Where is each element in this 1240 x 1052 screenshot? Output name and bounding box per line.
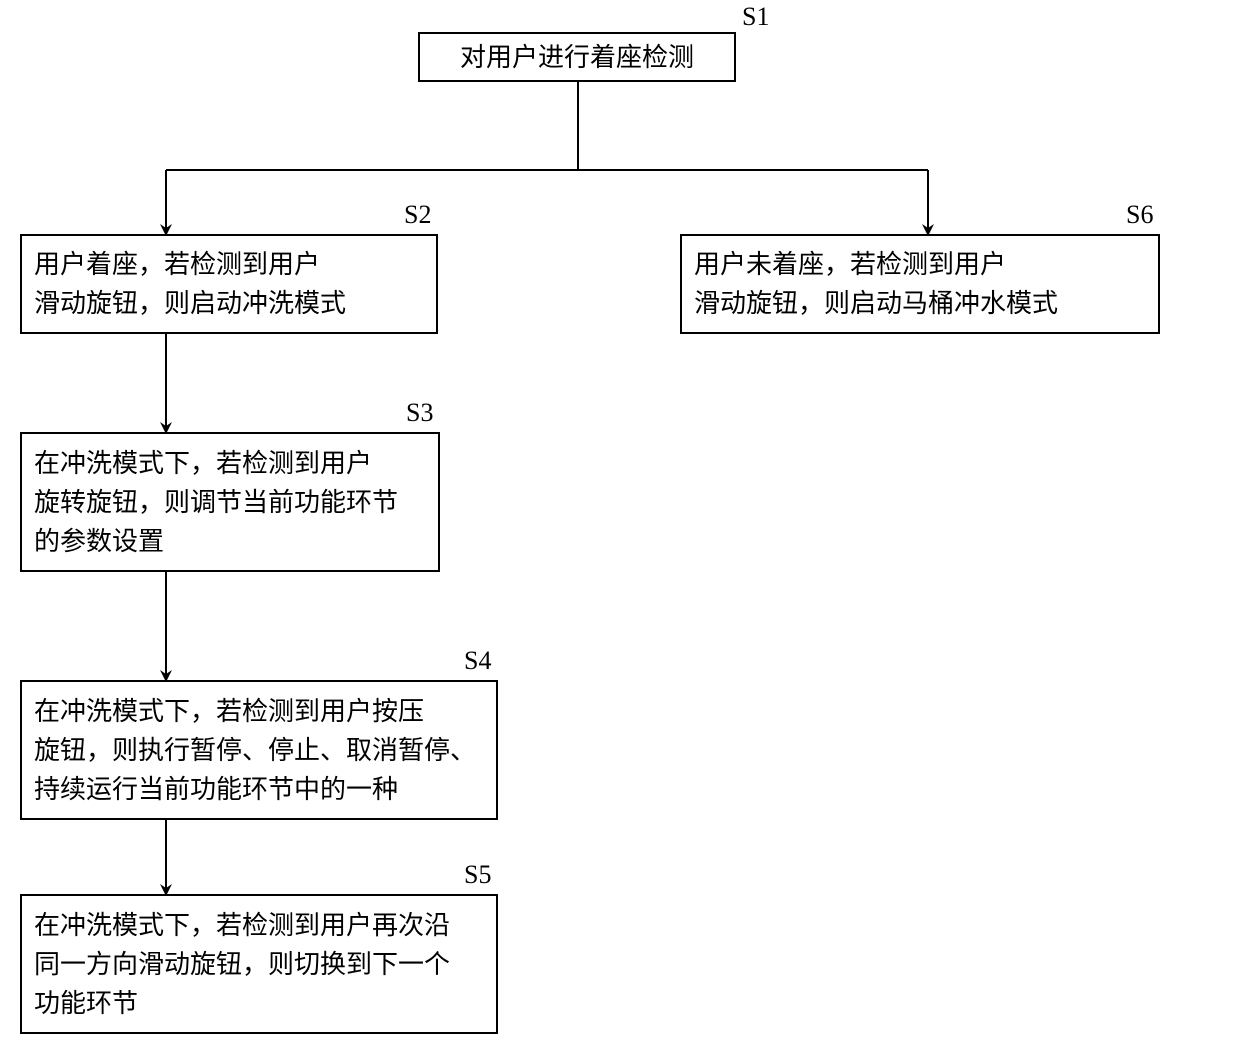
- node-s1: 对用户进行着座检测: [418, 32, 736, 82]
- node-s1-text: 对用户进行着座检测: [460, 38, 694, 77]
- node-s2: 用户着座，若检测到用户滑动旋钮，则启动冲洗模式: [20, 234, 438, 334]
- node-s6: 用户未着座，若检测到用户滑动旋钮，则启动马桶冲水模式: [680, 234, 1160, 334]
- node-label-s4: S4: [464, 646, 491, 676]
- node-s4-text: 在冲洗模式下，若检测到用户按压旋钮，则执行暂停、停止、取消暂停、持续运行当前功能…: [34, 692, 476, 809]
- node-label-s2: S2: [404, 200, 431, 230]
- node-label-s1: S1: [742, 2, 769, 32]
- node-s5: 在冲洗模式下，若检测到用户再次沿同一方向滑动旋钮，则切换到下一个功能环节: [20, 894, 498, 1034]
- node-s4: 在冲洗模式下，若检测到用户按压旋钮，则执行暂停、停止、取消暂停、持续运行当前功能…: [20, 680, 498, 820]
- node-s5-text: 在冲洗模式下，若检测到用户再次沿同一方向滑动旋钮，则切换到下一个功能环节: [34, 906, 450, 1023]
- node-s3: 在冲洗模式下，若检测到用户旋转旋钮，则调节当前功能环节的参数设置: [20, 432, 440, 572]
- node-s3-text: 在冲洗模式下，若检测到用户旋转旋钮，则调节当前功能环节的参数设置: [34, 444, 398, 561]
- node-label-s6: S6: [1126, 200, 1153, 230]
- node-s6-text: 用户未着座，若检测到用户滑动旋钮，则启动马桶冲水模式: [694, 245, 1058, 323]
- node-label-s5: S5: [464, 860, 491, 890]
- node-label-s3: S3: [406, 398, 433, 428]
- node-s2-text: 用户着座，若检测到用户滑动旋钮，则启动冲洗模式: [34, 245, 346, 323]
